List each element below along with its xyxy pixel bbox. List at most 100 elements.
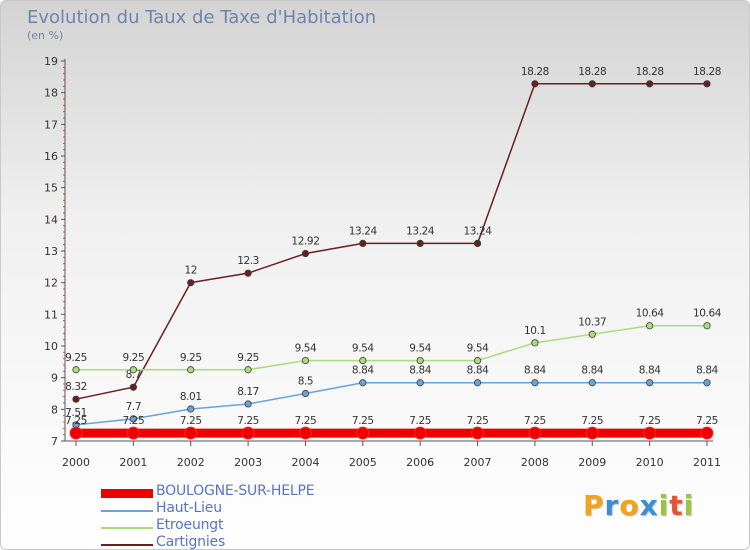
data-label: 9.54 [409,343,431,355]
data-label: 8.84 [639,365,661,377]
legend-swatch [101,510,153,512]
data-label: 7.51 [65,407,87,419]
data-label: 12.92 [291,236,319,248]
data-label: 8.01 [180,391,202,403]
data-label: 7.25 [352,415,374,427]
logo-letter: t [669,489,684,522]
data-point [416,356,424,365]
y-tick-label: 10 [44,340,58,353]
data-point [473,356,482,365]
logo-letter: x [639,489,659,522]
data-point [473,239,482,247]
data-point [413,426,427,440]
x-tick-label: 2010 [636,456,664,469]
data-label: 18.28 [693,66,721,78]
data-point [473,379,482,387]
data-label: 7.25 [180,415,202,427]
data-point [588,330,596,338]
data-point [187,405,195,413]
x-tick-label: 2002 [177,456,205,469]
data-point [301,356,310,365]
data-label: 12 [184,265,197,277]
data-point [588,80,596,88]
y-tick-label: 15 [44,182,58,195]
data-label: 8.84 [467,365,489,377]
logo-letter: o [619,489,640,522]
data-label: 7.25 [696,415,718,427]
data-label: 13.24 [349,225,378,237]
data-point [585,426,599,440]
legend-label: Cartignies [156,534,226,550]
y-tick-label: 17 [44,118,58,131]
data-point [416,379,424,387]
y-tick-label: 13 [44,245,58,258]
data-point [244,366,252,374]
data-label: 18.28 [521,66,549,78]
y-tick-label: 11 [44,308,58,321]
legend-swatch [101,527,153,529]
logo-letter: P [583,489,605,522]
data-point [129,366,137,374]
series-line [75,381,707,426]
data-label: 9.54 [295,343,317,355]
data-point [301,389,310,398]
data-label: 8.84 [581,365,603,377]
data-point [471,426,484,440]
data-label: 8.84 [409,365,431,377]
data-point [72,395,80,403]
y-tick-label: 19 [44,55,58,68]
x-tick-label: 2006 [406,456,434,469]
data-point [700,426,714,440]
data-point [416,239,424,247]
data-label: 9.54 [352,343,374,355]
data-label: 7.25 [237,415,259,427]
data-point [646,322,654,330]
x-tick-label: 2005 [349,456,377,469]
data-point [703,322,711,330]
data-label: 10.37 [578,316,606,328]
data-point [643,426,657,440]
data-label: 8.7 [126,369,142,381]
data-label: 7.7 [126,401,142,413]
data-point [588,379,596,387]
data-label: 7.25 [409,415,431,427]
data-point [301,249,310,258]
data-point [703,80,711,88]
legend-label: Haut-Lieu [156,500,222,516]
series-line [75,83,707,400]
data-point [69,426,83,440]
y-tick-label: 14 [44,213,58,226]
data-point [244,400,252,408]
data-point [359,379,367,387]
data-label: 9.25 [237,352,259,364]
logo-letter: i [658,489,670,522]
data-label: 7.25 [524,415,546,427]
data-point [126,426,140,440]
legend-label: BOULOGNE-SUR-HELPE [156,483,315,499]
y-tick-label: 9 [51,372,58,385]
data-label: 7.25 [65,415,87,427]
data-point [646,80,654,88]
data-label: 10.64 [693,308,722,320]
x-tick-label: 2003 [234,456,262,469]
legend-swatch [101,544,153,546]
data-label: 18.28 [578,66,606,78]
data-point [359,356,367,365]
data-point [72,366,80,374]
data-point [187,279,195,287]
data-label: 8.84 [352,365,374,377]
data-point [703,379,711,387]
data-point [299,426,312,440]
data-label: 10.1 [524,325,546,337]
logo-letter: i [683,489,695,522]
data-point [187,366,195,374]
data-point [531,339,539,347]
logo-letter: r [604,489,620,522]
data-point [129,383,137,391]
x-tick-label: 2009 [578,456,606,469]
data-label: 13.24 [464,225,493,237]
data-label: 9.54 [467,343,489,355]
data-label: 18.28 [636,66,664,78]
data-point [244,269,252,277]
